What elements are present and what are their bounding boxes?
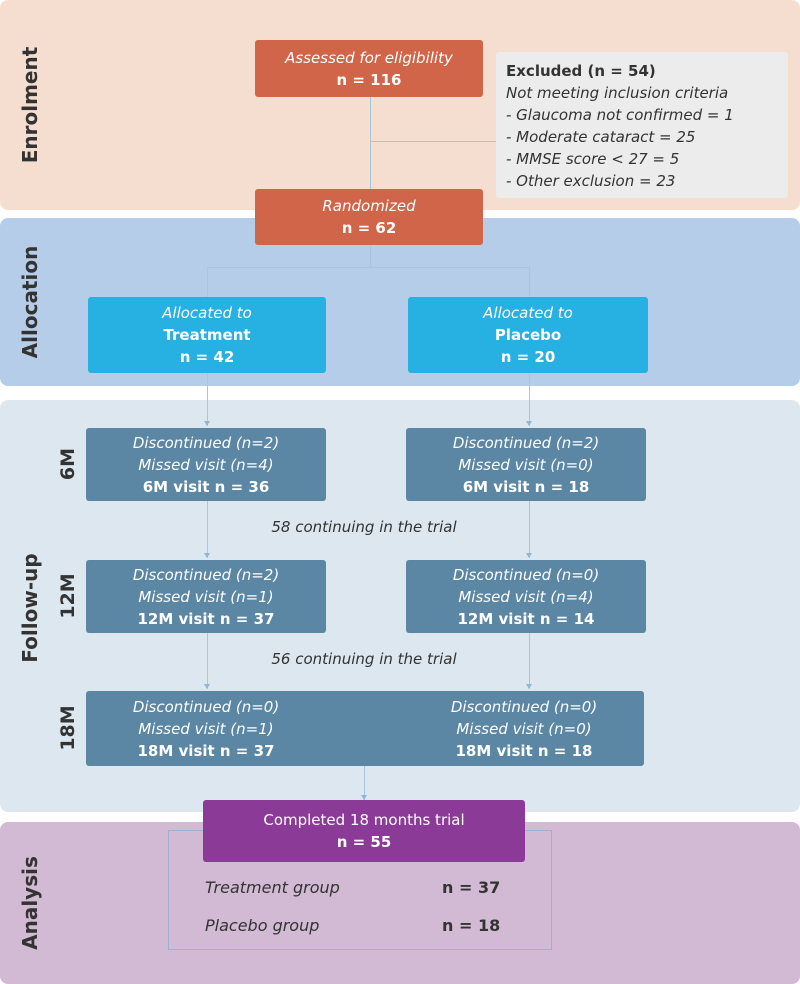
treatment-6m-to-12m-line [207,501,208,558]
follow-up-label: Follow-up [18,553,42,663]
treatment-allocated-prefix: Allocated to [162,304,252,322]
assessed-label: Assessed for eligibility [285,48,453,67]
discontinued-text: Discontinued (n=2) [132,565,280,584]
continuing-note-12m: 56 continuing in the trial [271,650,457,668]
randomized-down-line [370,245,371,267]
excluded-item: - Glaucoma not confirmed = 1 [506,106,734,124]
analysis-group-name: Placebo group [205,916,320,935]
analysis-group-row: Placebo group n = 18 [0,916,800,938]
excluded-item: - MMSE score < 27 = 5 [506,150,680,168]
randomized-n: n = 62 [341,219,397,237]
treatment-allocated-n: n = 42 [179,348,235,366]
treatment-to-6m-line [207,373,208,426]
randomized-box: Randomized n = 62 [255,189,483,245]
arrow-head-icon [526,421,532,426]
continuing-note-6m: 58 continuing in the trial [271,518,457,536]
treatment-18m-column: Discontinued (n=0) Missed visit (n=1) 18… [86,696,326,762]
treatment-12m-to-18m-line [207,633,208,689]
to-placebo-line [529,267,530,297]
to-treatment-line [207,267,208,297]
excluded-title: Excluded (n = 54) [506,62,656,80]
assessed-box: Assessed for eligibility n = 116 [255,40,483,97]
visit-count-text: 6M visit n = 36 [142,477,270,496]
arrow-head-icon [204,421,210,426]
discontinued-text: Discontinued (n=0) [452,565,600,584]
excluded-item: - Other exclusion = 23 [506,172,676,190]
arrow-head-icon [204,684,210,689]
completed-label: Completed 18 months trial [263,811,465,829]
18m-to-completed-line [364,766,365,800]
treatment-12m-box: Discontinued (n=2) Missed visit (n=1) 12… [86,560,326,633]
visit-count-text: 12M visit n = 37 [137,609,275,628]
placebo-allocated-n: n = 20 [500,348,556,366]
analysis-group-n: n = 18 [442,916,501,935]
discontinued-text: Discontinued (n=2) [452,433,600,452]
stage-label-12m: 12M [57,573,79,619]
18m-combined-box [86,691,644,766]
placebo-12m-to-18m-line [529,633,530,689]
discontinued-text: Discontinued (n=0) [132,698,280,716]
excluded-item: - Moderate cataract = 25 [506,128,696,146]
missed-visit-text: Missed visit (n=4) [458,587,594,606]
to-excluded-line [370,141,496,142]
visit-count-text: 18M visit n = 37 [137,742,275,760]
analysis-group-row: Treatment group n = 37 [0,878,800,900]
analysis-group-n: n = 37 [442,878,501,897]
assessed-n: n = 116 [336,70,402,89]
analysis-group-name: Treatment group [205,878,340,897]
arrow-head-icon [361,795,367,800]
placebo-18m-column: Discontinued (n=0) Missed visit (n=0) 18… [404,696,644,762]
placebo-6m-box: Discontinued (n=2) Missed visit (n=0) 6M… [406,428,646,501]
treatment-group-name: Treatment [163,326,251,344]
treatment-6m-box: Discontinued (n=2) Missed visit (n=4) 6M… [86,428,326,501]
placebo-6m-to-12m-line [529,501,530,558]
stage-label-6m: 6M [57,447,79,481]
visit-count-text: 18M visit n = 18 [455,742,593,760]
discontinued-text: Discontinued (n=0) [450,698,598,716]
missed-visit-text: Missed visit (n=1) [138,587,274,606]
enrolment-label: Enrolment [18,46,42,164]
excluded-box: Excluded (n = 54) Not meeting inclusion … [496,52,788,198]
missed-visit-text: Missed visit (n=4) [138,455,274,474]
allocation-label: Allocation [18,245,42,359]
randomized-label: Randomized [322,197,416,215]
arrow-head-icon [204,553,210,558]
stage-label-18m: 18M [57,705,79,751]
placebo-to-6m-line [529,373,530,426]
allocation-split-line [207,267,529,268]
completed-n: n = 55 [336,833,392,851]
placebo-group-name: Placebo [494,326,562,344]
visit-count-text: 12M visit n = 14 [457,609,595,628]
missed-visit-text: Missed visit (n=0) [458,455,594,474]
treatment-allocation-box: Allocated to Treatment n = 42 [88,297,326,373]
excluded-subtitle: Not meeting inclusion criteria [506,84,729,102]
assessed-to-randomized-line [370,97,371,189]
completed-box: Completed 18 months trial n = 55 [203,800,525,862]
placebo-allocated-prefix: Allocated to [483,304,573,322]
missed-visit-text: Missed visit (n=1) [138,720,274,738]
placebo-allocation-box: Allocated to Placebo n = 20 [408,297,648,373]
missed-visit-text: Missed visit (n=0) [456,720,592,738]
arrow-head-icon [526,553,532,558]
arrow-head-icon [526,684,532,689]
visit-count-text: 6M visit n = 18 [462,477,590,496]
placebo-12m-box: Discontinued (n=0) Missed visit (n=4) 12… [406,560,646,633]
discontinued-text: Discontinued (n=2) [132,433,280,452]
